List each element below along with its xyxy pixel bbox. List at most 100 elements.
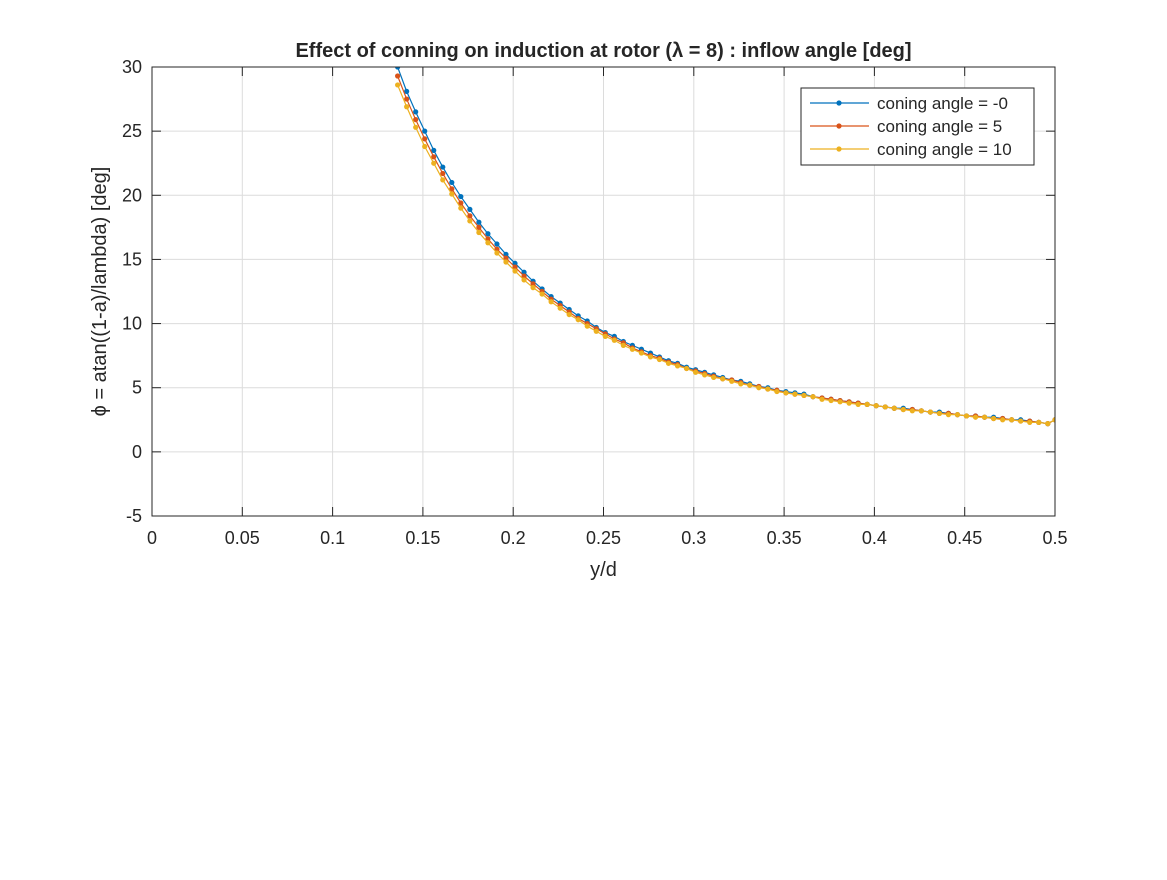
data-point bbox=[647, 354, 654, 360]
data-point bbox=[512, 268, 518, 274]
legend-item: coning angle = 5 bbox=[810, 117, 1002, 136]
data-point bbox=[440, 177, 446, 183]
data-point bbox=[756, 385, 762, 391]
data-point bbox=[1027, 419, 1033, 425]
series-2 bbox=[395, 82, 1055, 427]
data-point bbox=[981, 414, 988, 420]
data-point bbox=[404, 96, 410, 102]
data-point bbox=[1000, 417, 1006, 423]
data-point bbox=[1036, 419, 1042, 425]
data-point bbox=[413, 124, 419, 130]
data-point bbox=[467, 206, 473, 212]
data-point bbox=[936, 410, 943, 416]
y-tick-label: 0 bbox=[132, 442, 142, 462]
data-point bbox=[846, 400, 852, 406]
data-point bbox=[702, 372, 708, 378]
data-point bbox=[584, 323, 590, 329]
data-point bbox=[458, 200, 464, 206]
data-point bbox=[503, 259, 509, 265]
data-point bbox=[476, 229, 482, 236]
data-point bbox=[656, 356, 663, 363]
data-point bbox=[774, 388, 780, 395]
data-point bbox=[963, 413, 970, 419]
data-point bbox=[512, 264, 518, 270]
x-tick-label: 0.05 bbox=[225, 528, 260, 548]
data-point bbox=[882, 404, 888, 410]
y-tick-labels: -5 0 5 10 15 20 25 30 bbox=[122, 57, 142, 526]
data-point bbox=[449, 191, 455, 197]
y-tick-label: 15 bbox=[122, 249, 142, 269]
data-point bbox=[458, 193, 464, 200]
data-point bbox=[792, 391, 798, 397]
data-point bbox=[1018, 418, 1024, 424]
data-point bbox=[954, 412, 961, 418]
data-point bbox=[720, 376, 726, 382]
y-tick-label: 30 bbox=[122, 57, 142, 77]
y-axis-label: ϕ = atan((1-a)/lambda) [deg] bbox=[89, 167, 111, 417]
data-point bbox=[404, 88, 410, 94]
x-tick-labels: 0 0.05 0.1 0.15 0.2 0.25 0.3 0.35 0.4 0.45 0.5 bbox=[147, 528, 1068, 548]
x-tick-label: 0.5 bbox=[1042, 528, 1067, 548]
x-tick-label: 0.35 bbox=[767, 528, 802, 548]
data-point bbox=[918, 408, 924, 414]
data-point bbox=[395, 67, 401, 70]
data-point bbox=[638, 350, 645, 356]
legend: coning angle = -0 coning angle = 5 coning … bbox=[800, 87, 1035, 166]
data-point bbox=[413, 116, 419, 123]
data-point bbox=[990, 415, 997, 422]
y-tick-label: 10 bbox=[122, 314, 142, 334]
x-tick-label: 0.25 bbox=[586, 528, 621, 548]
data-point bbox=[945, 412, 952, 418]
data-point bbox=[891, 405, 897, 411]
data-point bbox=[927, 409, 933, 415]
legend-label: coning angle = 10 bbox=[877, 140, 1012, 159]
y-tick-label: 5 bbox=[132, 378, 142, 398]
data-point bbox=[539, 291, 545, 297]
chart-title: Effect of conning on induction at rotor … bbox=[295, 40, 911, 62]
data-point bbox=[801, 392, 807, 399]
data-point bbox=[458, 205, 464, 211]
x-tick-label: 0.4 bbox=[862, 528, 887, 548]
data-point bbox=[900, 406, 906, 413]
data-point bbox=[566, 311, 572, 318]
data-point bbox=[422, 136, 428, 142]
data-point bbox=[620, 342, 626, 348]
data-point bbox=[828, 397, 834, 404]
data-point bbox=[548, 299, 554, 305]
data-point bbox=[485, 240, 491, 246]
data-point bbox=[693, 369, 699, 375]
data-point bbox=[530, 281, 536, 287]
x-tick-label: 0.45 bbox=[947, 528, 982, 548]
data-point bbox=[738, 381, 744, 387]
data-point bbox=[485, 231, 491, 237]
data-point bbox=[521, 269, 527, 275]
data-point bbox=[1009, 417, 1015, 423]
series-layer bbox=[395, 67, 1055, 427]
data-point bbox=[521, 273, 527, 279]
data-point bbox=[674, 363, 681, 369]
legend-marker bbox=[836, 146, 842, 152]
data-point bbox=[1052, 417, 1055, 423]
data-point bbox=[530, 285, 536, 291]
data-point bbox=[819, 396, 825, 402]
data-point bbox=[467, 213, 473, 219]
data-point bbox=[711, 374, 717, 381]
legend-marker bbox=[836, 123, 842, 129]
data-point bbox=[431, 147, 437, 153]
y-tick-label: 25 bbox=[122, 121, 142, 141]
data-point bbox=[683, 365, 690, 372]
data-point bbox=[593, 328, 599, 334]
y-tick-label: 20 bbox=[122, 185, 142, 205]
data-point bbox=[972, 414, 979, 420]
data-point bbox=[440, 170, 446, 177]
data-point bbox=[503, 251, 509, 257]
data-point bbox=[575, 317, 581, 323]
y-tick-label: -5 bbox=[126, 506, 142, 526]
data-point bbox=[810, 394, 816, 400]
data-point bbox=[449, 186, 455, 192]
data-point bbox=[422, 143, 428, 150]
data-point bbox=[413, 109, 419, 115]
data-point bbox=[485, 236, 491, 242]
